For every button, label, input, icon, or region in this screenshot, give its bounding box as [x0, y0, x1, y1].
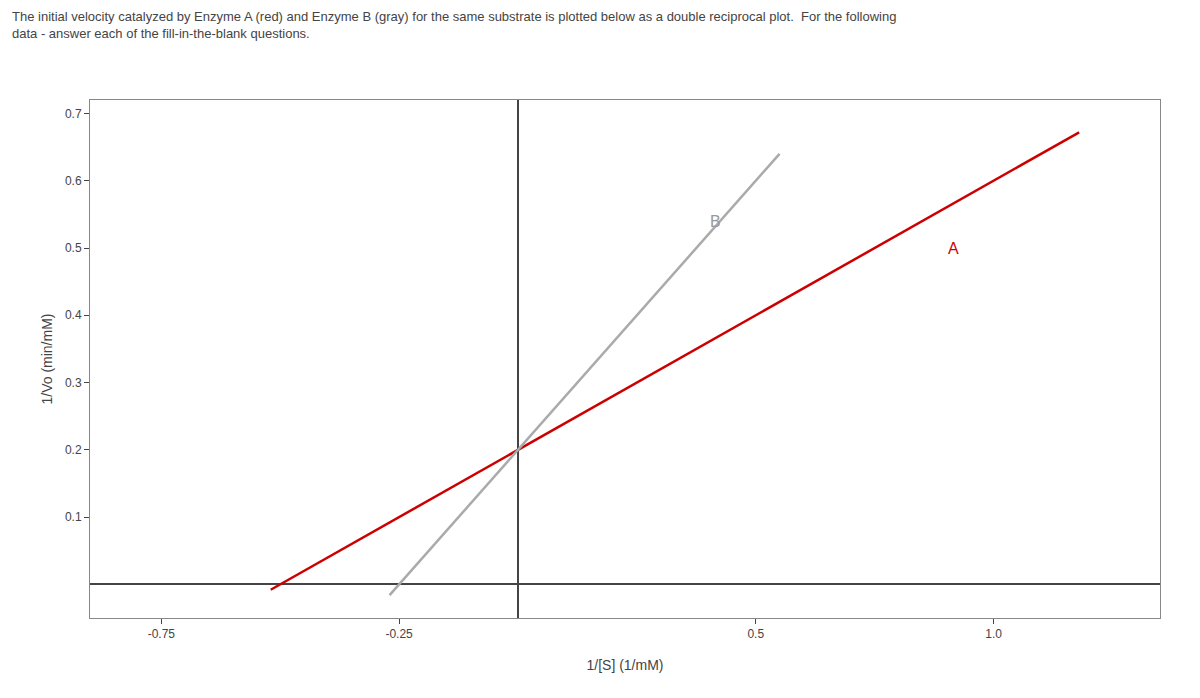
svg-text:-0.25: -0.25 — [385, 627, 413, 641]
svg-text:1.0: 1.0 — [985, 627, 1002, 641]
svg-text:1/Vo (min/mM): 1/Vo (min/mM) — [39, 313, 55, 404]
svg-text:0.2: 0.2 — [65, 443, 82, 457]
svg-text:0.4: 0.4 — [65, 308, 82, 322]
svg-text:The initial velocity catalyzed: The initial velocity catalyzed by Enzyme… — [12, 9, 896, 41]
svg-text:-0.75: -0.75 — [148, 627, 176, 641]
svg-text:0.6: 0.6 — [65, 174, 82, 188]
svg-text:0.1: 0.1 — [65, 510, 82, 524]
svg-text:0.3: 0.3 — [65, 376, 82, 390]
svg-text:B: B — [710, 213, 721, 230]
svg-text:0.7: 0.7 — [65, 107, 82, 121]
svg-text:A: A — [948, 240, 959, 257]
svg-text:0.5: 0.5 — [747, 627, 764, 641]
svg-text:1/[S] (1/mM): 1/[S] (1/mM) — [586, 657, 663, 673]
svg-text:0.5: 0.5 — [65, 241, 82, 255]
